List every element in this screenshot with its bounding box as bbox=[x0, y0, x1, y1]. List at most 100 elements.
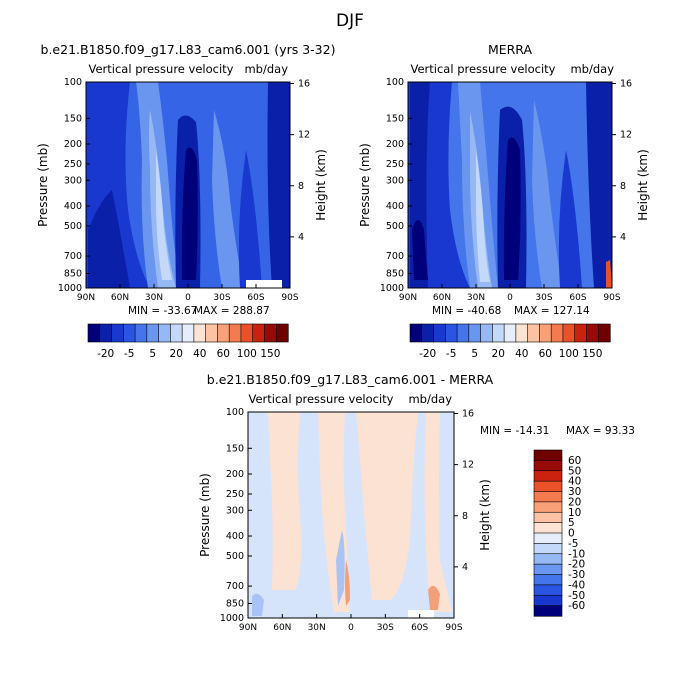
colorbar-swatch bbox=[533, 532, 563, 544]
panel-model-ylabel: Pressure (mb) bbox=[36, 143, 50, 227]
ytick-label: 1000 bbox=[380, 283, 404, 294]
panel-obs-title: MERRA bbox=[488, 42, 533, 57]
panel-diff-missing bbox=[408, 610, 434, 618]
panel-model-field-northdeep bbox=[88, 190, 130, 288]
colorbar-swatch bbox=[550, 323, 564, 343]
colorbar-label: 40 bbox=[193, 348, 206, 360]
colorbar-label: 100 bbox=[237, 348, 257, 360]
colorbar-label: -60 bbox=[568, 600, 585, 612]
colorbar-swatch bbox=[433, 323, 446, 343]
colorbar-swatch bbox=[533, 594, 563, 607]
colorbar-swatch bbox=[533, 574, 563, 586]
colorbar-swatch bbox=[533, 584, 563, 596]
panel-model-field-antarctic bbox=[267, 82, 290, 288]
panel-obs-field-itcz-core bbox=[503, 137, 521, 280]
colorbar-swatch bbox=[181, 323, 195, 343]
xtick-label: 30N bbox=[145, 293, 163, 303]
ytick-label: 200 bbox=[386, 139, 404, 150]
ytick-label: 700 bbox=[64, 251, 82, 262]
colorbar-swatch bbox=[217, 323, 230, 343]
ytick-label: 1000 bbox=[58, 283, 82, 294]
panel-diff-field-pos-polar bbox=[424, 412, 452, 612]
colorbar-label: -40 bbox=[568, 579, 585, 591]
ytick-label: 850 bbox=[226, 598, 244, 609]
xtick-label: 30S bbox=[535, 293, 552, 303]
xtick-label: 60N bbox=[433, 293, 451, 303]
ytick-label: 400 bbox=[226, 531, 244, 542]
colorbar-swatch bbox=[158, 323, 171, 343]
colorbar-label: 5 bbox=[149, 348, 156, 360]
colorbar-label: 60 bbox=[568, 455, 581, 467]
xtick-label: 90S bbox=[603, 293, 620, 303]
y2tick-label: 8 bbox=[462, 511, 468, 522]
ytick-label: 150 bbox=[64, 113, 82, 124]
panel-diff-ylabel: Pressure (mb) bbox=[198, 473, 212, 557]
xtick-label: 0 bbox=[348, 623, 354, 633]
panel-diff-field-neg-surface bbox=[252, 593, 264, 616]
panel-model-missing bbox=[246, 280, 282, 288]
colorbar-swatch bbox=[228, 323, 242, 343]
panel-obs-colorbar: -20 -5 5 20 40 60 100 150 bbox=[409, 323, 611, 360]
colorbar-swatch bbox=[122, 323, 136, 343]
colorbar-swatch bbox=[193, 323, 207, 343]
panel-diff-max: MAX = 93.33 bbox=[566, 425, 635, 437]
panel-diff-field-pos-south bbox=[356, 412, 418, 600]
ytick-label: 100 bbox=[386, 77, 404, 88]
colorbar-swatch bbox=[574, 323, 588, 343]
y2tick-label: 4 bbox=[298, 232, 304, 243]
ytick-label: 700 bbox=[226, 581, 244, 592]
panel-obs: MERRA Vertical pressure velocity mb/day … bbox=[358, 42, 650, 360]
panel-obs-min: MIN = -40.68 bbox=[432, 305, 501, 317]
ytick-label: 200 bbox=[64, 139, 82, 150]
colorbar-swatch bbox=[444, 323, 458, 343]
y2tick-label: 12 bbox=[462, 460, 474, 471]
panel-diff-y2label: Height (km) bbox=[478, 479, 492, 550]
xtick-label: 60S bbox=[411, 623, 428, 633]
ytick-label: 850 bbox=[386, 268, 404, 279]
panel-diff-min: MIN = -14.31 bbox=[480, 425, 549, 437]
xtick-label: 60N bbox=[111, 293, 129, 303]
ytick-label: 400 bbox=[386, 201, 404, 212]
colorbar-label: -20 bbox=[97, 348, 114, 360]
panel-diff-units: mb/day bbox=[408, 392, 452, 406]
colorbar-swatch bbox=[562, 323, 576, 343]
ytick-label: 150 bbox=[386, 113, 404, 124]
ytick-label: 500 bbox=[226, 551, 244, 562]
panel-model-min: MIN = -33.67 bbox=[128, 305, 197, 317]
panel-diff-axes: 90N 60N 30N 0 30S 60S 90S 100 150 200 250 300 400 500… bbox=[220, 407, 474, 633]
panel-model-field-subtropic-pale bbox=[156, 150, 172, 280]
panel-model-field-itcz-core bbox=[181, 147, 198, 280]
colorbar-swatch bbox=[468, 323, 482, 343]
colorbar-label: 40 bbox=[568, 476, 581, 488]
colorbar-label: 20 bbox=[170, 348, 183, 360]
xtick-label: 90N bbox=[399, 293, 417, 303]
colorbar-swatch bbox=[240, 323, 254, 343]
colorbar-swatch bbox=[264, 323, 277, 343]
panel-model-y2label: Height (km) bbox=[314, 149, 328, 220]
colorbar-swatch bbox=[146, 323, 160, 343]
colorbar-swatch bbox=[533, 543, 563, 555]
colorbar-swatch bbox=[539, 323, 552, 343]
panel-diff-field-pos-strong bbox=[345, 560, 350, 606]
colorbar-label: 50 bbox=[568, 465, 581, 477]
panel-model-max: MAX = 288.87 bbox=[194, 305, 270, 317]
colorbar-swatch bbox=[409, 323, 423, 343]
colorbar-swatch bbox=[252, 323, 266, 343]
panel-obs-field-southsub bbox=[532, 100, 562, 288]
y2tick-label: 16 bbox=[462, 409, 474, 420]
xtick-label: 30S bbox=[377, 623, 394, 633]
colorbar-label: 5 bbox=[568, 517, 575, 529]
colorbar-swatch bbox=[99, 323, 113, 343]
ytick-label: 250 bbox=[64, 159, 82, 170]
colorbar-swatch bbox=[533, 511, 563, 524]
xtick-label: 30N bbox=[467, 293, 485, 303]
xtick-label: 60S bbox=[247, 293, 264, 303]
panel-obs-field-north-core bbox=[412, 220, 428, 280]
ytick-label: 500 bbox=[386, 221, 404, 232]
colorbar-swatch bbox=[533, 522, 563, 534]
panel-obs-field-southmid bbox=[558, 150, 582, 288]
xtick-label: 30S bbox=[213, 293, 230, 303]
ytick-label: 500 bbox=[64, 221, 82, 232]
